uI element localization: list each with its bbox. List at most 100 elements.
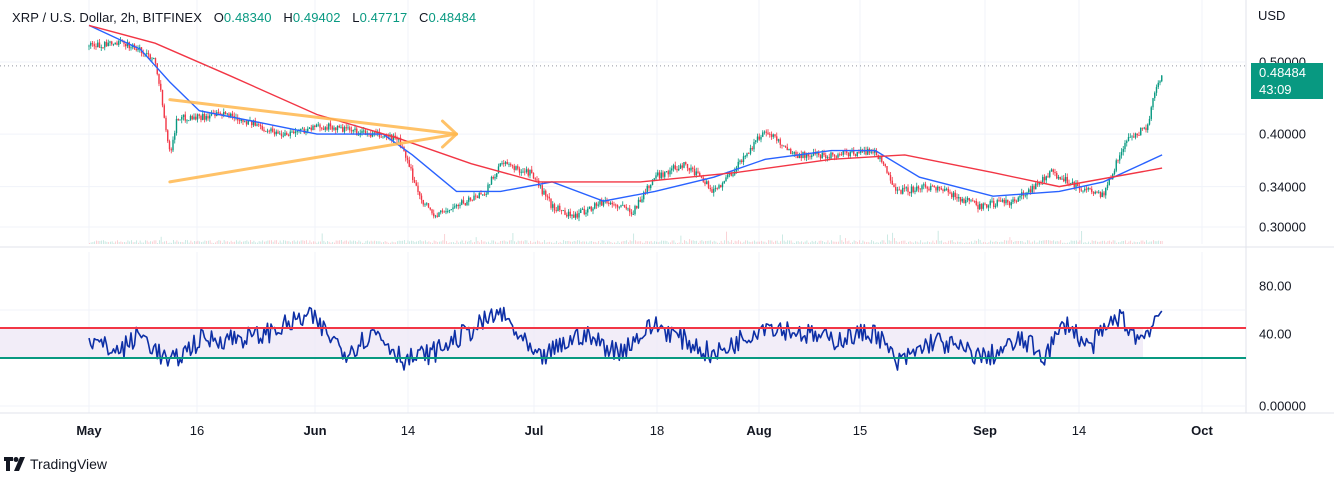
time-tick-label: Oct xyxy=(1191,423,1213,438)
candle-body xyxy=(1056,172,1058,179)
volume-bar xyxy=(958,241,960,244)
volume-bar xyxy=(810,242,811,244)
volume-bar xyxy=(482,241,484,244)
volume-bar xyxy=(141,242,143,244)
candle-body xyxy=(977,204,979,210)
volume-bar xyxy=(829,242,831,244)
candle-body xyxy=(426,203,428,205)
volume-bar xyxy=(666,241,668,244)
candle-body xyxy=(685,162,687,164)
volume-bar xyxy=(531,242,533,244)
time-tick-label: 15 xyxy=(852,423,868,438)
volume-bar xyxy=(103,240,104,244)
volume-bar xyxy=(486,242,488,244)
candle-body xyxy=(622,204,624,206)
candle-body xyxy=(818,152,820,156)
candle-body xyxy=(98,42,101,48)
tradingview-brand[interactable]: TradingView xyxy=(4,456,107,472)
volume-bar xyxy=(678,242,680,244)
candle-body xyxy=(1073,181,1075,188)
volume-bar xyxy=(642,242,643,244)
candle-body xyxy=(126,42,129,47)
volume-bar xyxy=(472,242,474,244)
candle-body xyxy=(1108,178,1110,185)
candle-body xyxy=(692,167,694,169)
candle-body xyxy=(790,148,792,154)
candle-body xyxy=(581,208,584,210)
volume-bar xyxy=(447,242,449,244)
volume-bar xyxy=(983,241,985,244)
candle-body xyxy=(742,156,745,163)
volume-bar xyxy=(201,242,202,244)
volume-bar xyxy=(384,241,386,244)
volume-bar xyxy=(274,240,276,244)
candle-body xyxy=(662,172,664,177)
candle-body xyxy=(263,129,265,132)
volume-bar xyxy=(192,242,194,244)
candle-body xyxy=(896,189,899,191)
candle-body xyxy=(266,130,269,132)
volume-bar xyxy=(664,240,666,244)
volume-bar xyxy=(811,240,813,244)
volume-bar xyxy=(981,242,983,244)
time-tick-label: 16 xyxy=(189,423,205,438)
candle-body xyxy=(1148,118,1151,125)
candle-body xyxy=(989,201,991,206)
candle-body xyxy=(1045,176,1047,181)
volume-bar xyxy=(475,237,477,244)
candle-body xyxy=(553,204,556,211)
volume-bar xyxy=(736,241,738,244)
candle-body xyxy=(497,166,500,174)
candle-body xyxy=(268,130,270,132)
volume-bar xyxy=(992,241,993,244)
candle-body xyxy=(966,198,969,200)
volume-bar xyxy=(468,241,470,244)
volume-bar xyxy=(110,241,111,244)
slow-moving-average-line xyxy=(88,24,1163,188)
candle-body xyxy=(333,127,335,130)
volume-bar xyxy=(524,240,526,244)
volume-bar xyxy=(747,240,748,244)
volume-bar xyxy=(1111,241,1112,244)
candle-body xyxy=(438,212,440,217)
candle-body xyxy=(541,185,543,195)
volume-bar xyxy=(227,241,229,244)
volume-bar xyxy=(470,240,472,244)
candle-body xyxy=(1070,183,1072,185)
last-price-value: 0.48484 xyxy=(1259,65,1306,80)
candle-body xyxy=(615,204,617,206)
volume-bar xyxy=(134,242,136,244)
candle-body xyxy=(1085,188,1088,190)
volume-bar xyxy=(776,240,778,244)
candle-body xyxy=(706,181,708,185)
candle-body xyxy=(1015,201,1018,202)
volume-bar xyxy=(726,231,727,244)
candle-body xyxy=(454,206,456,208)
volume-bar xyxy=(1048,240,1049,244)
candle-body xyxy=(660,172,662,179)
candle-body xyxy=(909,191,911,194)
volume-bar xyxy=(251,241,253,244)
volume-bar xyxy=(150,241,152,244)
volume-bar xyxy=(1107,240,1109,244)
candle-body xyxy=(1155,87,1158,93)
time-tick-label: Jun xyxy=(303,423,327,438)
volume-bar xyxy=(328,241,330,244)
candle-body xyxy=(506,162,508,165)
volume-bar xyxy=(276,240,278,244)
candle-body xyxy=(587,208,589,213)
candle-body xyxy=(342,127,344,132)
candle-body xyxy=(756,136,759,141)
volume-bar xyxy=(225,241,227,244)
candle-body xyxy=(1096,191,1098,193)
candle-body xyxy=(774,134,776,137)
candle-body xyxy=(107,42,109,47)
candle-body xyxy=(531,169,533,173)
volume-bar xyxy=(575,241,577,244)
candle-body xyxy=(230,113,232,118)
candle-body xyxy=(433,213,435,217)
candle-body xyxy=(373,132,375,134)
candle-body xyxy=(347,127,349,129)
volume-bar xyxy=(437,242,439,244)
